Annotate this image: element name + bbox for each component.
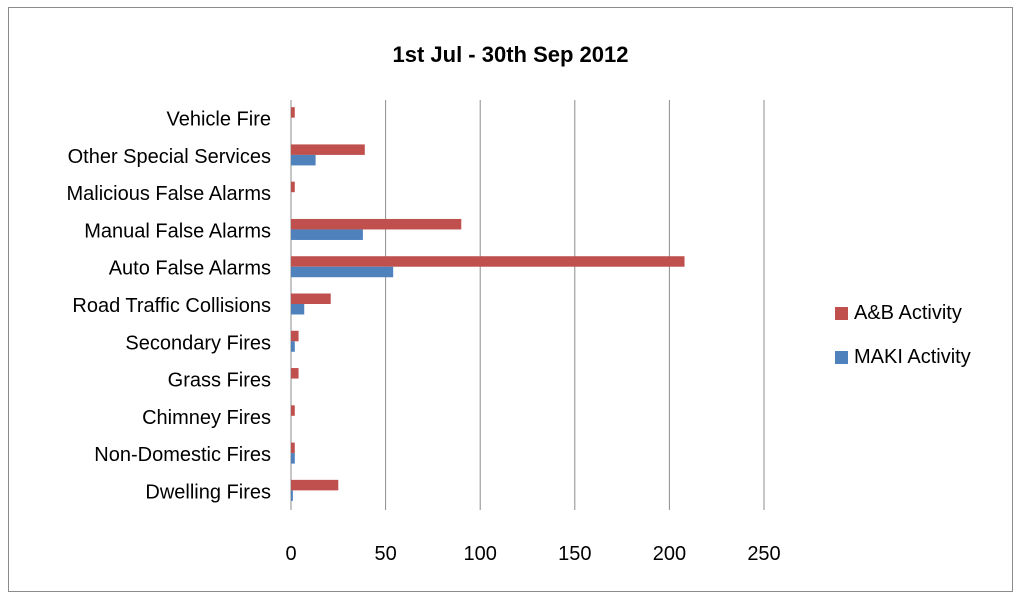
legend-swatch-maki <box>835 351 848 364</box>
bar-maki <box>291 229 363 240</box>
bar-maki <box>291 453 295 464</box>
category-label: Road Traffic Collisions <box>72 295 271 317</box>
x-tick-label: 50 <box>374 543 396 565</box>
bar-maki <box>291 490 293 501</box>
bar-ab <box>291 330 299 342</box>
category-label: Chimney Fires <box>142 407 271 429</box>
category-label: Other Special Services <box>68 146 271 168</box>
bar-ab <box>291 181 295 193</box>
bar-maki <box>291 266 394 278</box>
x-tick-label: 150 <box>558 543 591 565</box>
category-label: Manual False Alarms <box>84 220 271 242</box>
bar-ab <box>291 479 339 491</box>
category-label: Secondary Fires <box>125 332 271 354</box>
bar-maki <box>291 341 295 352</box>
x-tick-label: 250 <box>747 543 780 565</box>
category-label: Vehicle Fire <box>167 109 272 131</box>
x-tick-label: 100 <box>464 543 497 565</box>
legend-label-maki: MAKI Activity <box>854 346 971 368</box>
bar-maki <box>291 154 316 166</box>
x-tick-label: 0 <box>285 543 296 565</box>
bar-maki <box>291 304 305 315</box>
bar-ab <box>291 144 365 155</box>
legend-item-maki: MAKI Activity <box>835 342 971 373</box>
legend: A&B Activity MAKI Activity <box>835 298 971 386</box>
legend-label-ab: A&B Activity <box>854 302 962 324</box>
bar-ab <box>291 442 295 454</box>
chart-title: 1st Jul - 30th Sep 2012 <box>392 42 629 67</box>
x-tick-label: 200 <box>653 543 686 565</box>
legend-swatch-ab <box>835 307 848 320</box>
category-label: Auto False Alarms <box>109 258 271 280</box>
bar-ab <box>291 218 462 230</box>
bar-ab <box>291 107 295 118</box>
category-label: Non-Domestic Fires <box>94 444 271 466</box>
category-label: Grass Fires <box>168 370 271 392</box>
chart-area <box>8 7 1013 592</box>
legend-item-ab: A&B Activity <box>835 298 971 329</box>
bar-ab <box>291 405 295 416</box>
category-label: Malicious False Alarms <box>66 183 271 205</box>
category-label: Dwelling Fires <box>145 481 271 503</box>
bar-ab <box>291 256 685 267</box>
bar-ab <box>291 368 299 379</box>
bar-ab <box>291 293 331 304</box>
